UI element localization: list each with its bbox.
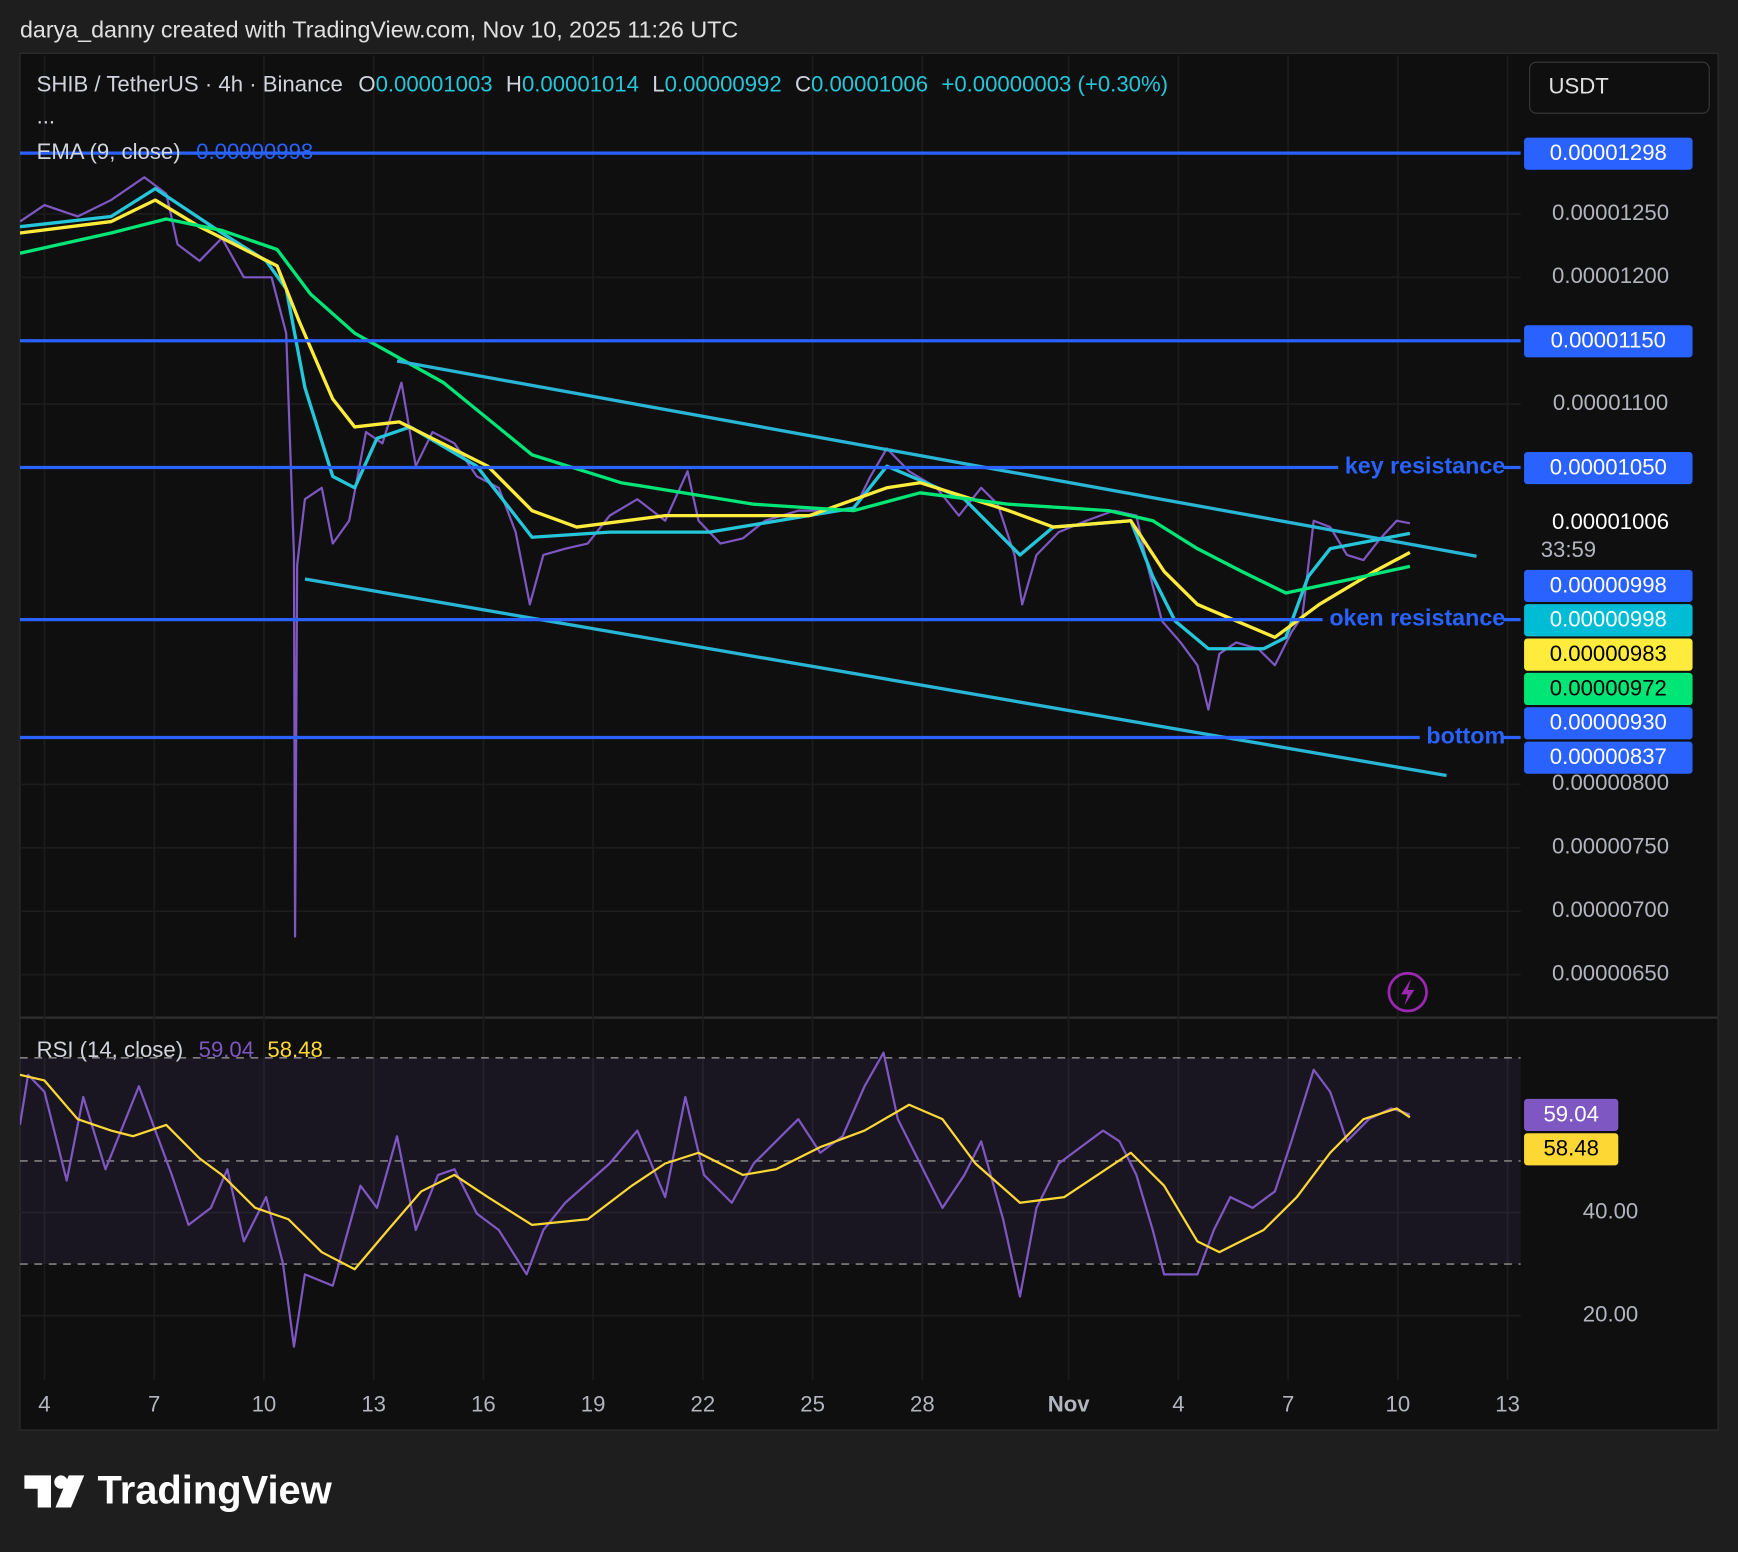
price-label-box: [1524, 604, 1693, 637]
ohlc-key: L: [652, 71, 664, 96]
level-label: key resistance: [1345, 453, 1505, 479]
price-label-box: [1524, 1133, 1619, 1166]
series-line: [19, 1051, 1411, 1348]
rsi-legend: RSI (14, close) 59.04 58.48: [37, 1037, 323, 1062]
level-label: bottom: [1426, 723, 1505, 749]
symbol: SHIB / TetherUS · 4h · Binance: [37, 71, 343, 96]
x-tick-label: 28: [910, 1391, 935, 1416]
currency-label[interactable]: USDT: [1548, 74, 1609, 99]
price-label: 0.00000930: [1550, 710, 1667, 735]
rsi-value: 59.04: [199, 1037, 254, 1062]
x-tick-label: 13: [361, 1391, 386, 1416]
series-line: [19, 186, 1411, 651]
y-tick-label: 0.00001100: [1553, 390, 1668, 415]
ohlc-value: 0.00001006: [811, 71, 928, 96]
price-label: 0.00000998: [1550, 607, 1667, 632]
price-label: 59.04: [1543, 1101, 1598, 1126]
level-label: oken resistance: [1329, 605, 1505, 631]
legend: SHIB / TetherUS · 4h · Binance O0.0000100…: [37, 71, 1168, 96]
price-label-box: [1524, 672, 1693, 706]
price-label-box: [1524, 451, 1693, 485]
x-tick-label: 19: [581, 1391, 606, 1416]
price-label-box: [1524, 137, 1693, 170]
current-price: 0.00001006: [1552, 509, 1669, 534]
price-label-box: [1524, 707, 1693, 740]
price-label-box: [1524, 638, 1693, 671]
ohlc-key: C: [795, 71, 811, 96]
price-label: 0.00001150: [1551, 328, 1666, 353]
ohlc-key: O: [358, 71, 375, 96]
series-line: [19, 1073, 1411, 1271]
pane: [19, 151, 1521, 938]
level-label-bg: [1419, 734, 1504, 741]
price-label: 0.00001298: [1550, 140, 1667, 165]
y-tick-label: 40.00: [1583, 1198, 1638, 1223]
grid: [19, 55, 1521, 1381]
credit: darya_danny created with TradingView.com…: [20, 16, 738, 42]
series-line: [19, 198, 1411, 639]
logo-mark: [54, 1475, 68, 1489]
plot: 4 7 10 13 16 19 22 25 28 Nov 4 7 10 13 0.00001250 0.000…: [19, 55, 1693, 1416]
indicator-value: 0.00000998: [196, 139, 313, 164]
x-tick-label: 10: [1386, 1391, 1411, 1416]
price-label: 58.48: [1543, 1136, 1598, 1161]
x-tick-label: Nov: [1048, 1391, 1091, 1416]
price-label: 0.00000983: [1550, 641, 1667, 666]
price-label: 0.00000972: [1550, 675, 1667, 700]
logo-mark: [55, 1475, 85, 1508]
x-tick-label: 4: [1172, 1391, 1184, 1416]
level-label-bg: [1338, 464, 1504, 471]
change: +0.00000003 (+0.30%): [941, 71, 1168, 96]
y-tick-label: 0.00000800: [1552, 770, 1669, 795]
labels: 4 7 10 13 16 19 22 25 28 Nov 4 7 10 13 0.00001250 0.000…: [38, 137, 1693, 1416]
x-tick-label: 13: [1495, 1391, 1520, 1416]
ohlc-value: 0.00000992: [665, 71, 782, 96]
price-label-box: [1524, 569, 1693, 602]
ohlc-value: 0.00001014: [522, 71, 639, 96]
x-tick-label: 16: [471, 1391, 496, 1416]
x-tick-label: 10: [252, 1391, 277, 1416]
countdown: 33:59: [1541, 537, 1596, 562]
series-line: [19, 176, 1411, 938]
y-tick-label: 0.00000750: [1552, 834, 1669, 859]
y-tick-label: 20.00: [1583, 1301, 1638, 1326]
y-tick-label: 0.00000700: [1552, 897, 1669, 922]
y-tick-label: 0.00000650: [1552, 960, 1669, 985]
y-tick-label: 0.00001200: [1552, 263, 1669, 288]
rsi-ma-value: 58.48: [267, 1037, 322, 1062]
rsi-name: RSI (14, close): [37, 1037, 184, 1062]
level-label-bg: [1322, 616, 1504, 623]
trendline: [304, 577, 1447, 778]
logo: [24, 1475, 85, 1508]
ohlc-key: H: [506, 71, 522, 96]
x-tick-label: 7: [148, 1391, 160, 1416]
x-tick-label: 7: [1282, 1391, 1294, 1416]
price-label: 0.00000837: [1550, 744, 1667, 769]
x-tick-label: 25: [800, 1391, 825, 1416]
alert-icon-bolt: [1401, 978, 1415, 1006]
watermark: TradingView: [98, 1469, 333, 1513]
price-label-box: [1524, 741, 1693, 774]
ohlc-value: 0.00001003: [376, 71, 493, 96]
trendline: [396, 359, 1477, 558]
series-line: [19, 217, 1411, 595]
more[interactable]: ...: [37, 103, 55, 128]
price-label: 0.00001050: [1550, 454, 1667, 479]
y-tick-label: 0.00001250: [1552, 200, 1669, 225]
indicator-legend: EMA (9, close) 0.00000998: [37, 139, 314, 164]
price-label-box: [1524, 325, 1693, 358]
price-label-box: [1524, 1098, 1619, 1131]
currency-button[interactable]: [1529, 61, 1710, 114]
pane: [19, 1051, 1521, 1348]
logo-mark: [24, 1475, 51, 1508]
price-label: 0.00000998: [1550, 572, 1667, 597]
alert-icon[interactable]: [1387, 971, 1428, 1013]
x-tick-label: 4: [38, 1391, 50, 1416]
indicator-name: EMA (9, close): [37, 139, 181, 164]
x-tick-label: 22: [691, 1391, 716, 1416]
